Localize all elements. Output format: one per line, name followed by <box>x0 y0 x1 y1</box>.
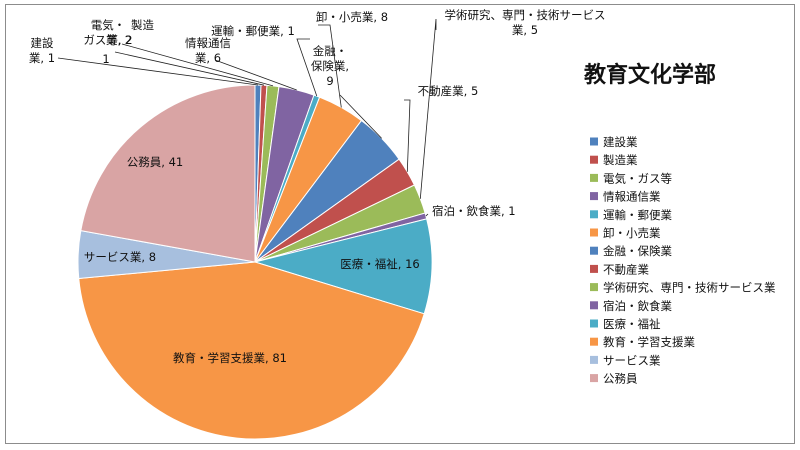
data-label-10: 医療・福祉, 16 <box>340 257 419 271</box>
data-label-0: 建設業, 1 <box>29 36 55 65</box>
data-label-1: 1 <box>102 52 109 66</box>
data-label-3: 情報通信業, 6 <box>185 36 231 65</box>
legend-label-7: 不動産業 <box>603 262 649 276</box>
leader-line-4 <box>296 38 318 97</box>
leader-line-3 <box>214 59 297 91</box>
leader-line-9 <box>425 213 429 217</box>
data-label-13: 公務員, 41 <box>127 155 183 169</box>
leader-line-1 <box>114 51 265 86</box>
legend-swatch-10 <box>590 319 598 328</box>
leader-line-5 <box>318 24 342 108</box>
legend-swatch-1 <box>590 155 598 164</box>
legend-label-12: サービス業 <box>603 353 661 367</box>
data-label-5: 卸・小売業, 8 <box>316 10 388 24</box>
legend-swatch-6 <box>590 246 598 255</box>
legend-label-9: 宿泊・飲食業 <box>603 299 672 313</box>
legend-swatch-4 <box>590 210 598 219</box>
legend-label-6: 金融・保険業 <box>603 244 672 258</box>
legend-swatch-9 <box>590 301 598 310</box>
legend-label-4: 運輸・郵便業 <box>603 208 672 222</box>
legend-swatch-0 <box>590 137 598 146</box>
leader-line-7 <box>404 99 411 172</box>
legend-label-1: 製造業 <box>603 153 638 167</box>
data-label-extra: 製造業, 2 <box>106 18 154 47</box>
legend-swatch-2 <box>590 173 598 182</box>
leader-line-6 <box>339 94 382 139</box>
data-label-9: 宿泊・飲食業, 1 <box>432 204 516 218</box>
legend-label-0: 建設業 <box>603 135 638 149</box>
pie-slice-10 <box>253 218 433 315</box>
legend-label-2: 電気・ガス等 <box>603 171 672 185</box>
pie-slice-13 <box>80 84 256 263</box>
data-label-7: 不動産業, 5 <box>418 84 479 98</box>
legend-label-11: 教育・学習支援業 <box>603 335 695 349</box>
legend-label-13: 公務員 <box>603 372 638 386</box>
legend-label-3: 情報通信業 <box>603 190 661 204</box>
legend-label-10: 医療・福祉 <box>603 317 661 331</box>
data-label-6: 金融・保険業, 9 <box>311 44 349 88</box>
pie-slice-11 <box>78 261 425 440</box>
data-label-4: 運輸・郵便業, 1 <box>211 24 295 38</box>
legend-label-8: 学術研究、専門・技術サービス業 <box>603 281 776 295</box>
legend-swatch-12 <box>590 355 598 364</box>
legend-swatch-11 <box>590 337 598 346</box>
data-label-12: サービス業, 8 <box>84 250 156 264</box>
legend-swatch-5 <box>590 228 598 237</box>
data-label-8: 学術研究、専門・技術サービス業, 5 <box>445 8 606 37</box>
data-label-11: 教育・学習支援業, 81 <box>173 351 287 365</box>
legend-swatch-8 <box>590 283 598 292</box>
legend-label-5: 卸・小売業 <box>603 226 661 240</box>
leader-line-8 <box>419 18 437 199</box>
chart-title: 教育文化学部 <box>584 62 716 88</box>
leader-line-2 <box>121 43 274 87</box>
legend-swatch-3 <box>590 192 598 201</box>
legend-swatch-13 <box>590 374 598 383</box>
data-label-2: 電気・ガス等, 2 <box>83 18 132 47</box>
legend-swatch-7 <box>590 264 598 273</box>
leader-line-0 <box>57 57 259 86</box>
